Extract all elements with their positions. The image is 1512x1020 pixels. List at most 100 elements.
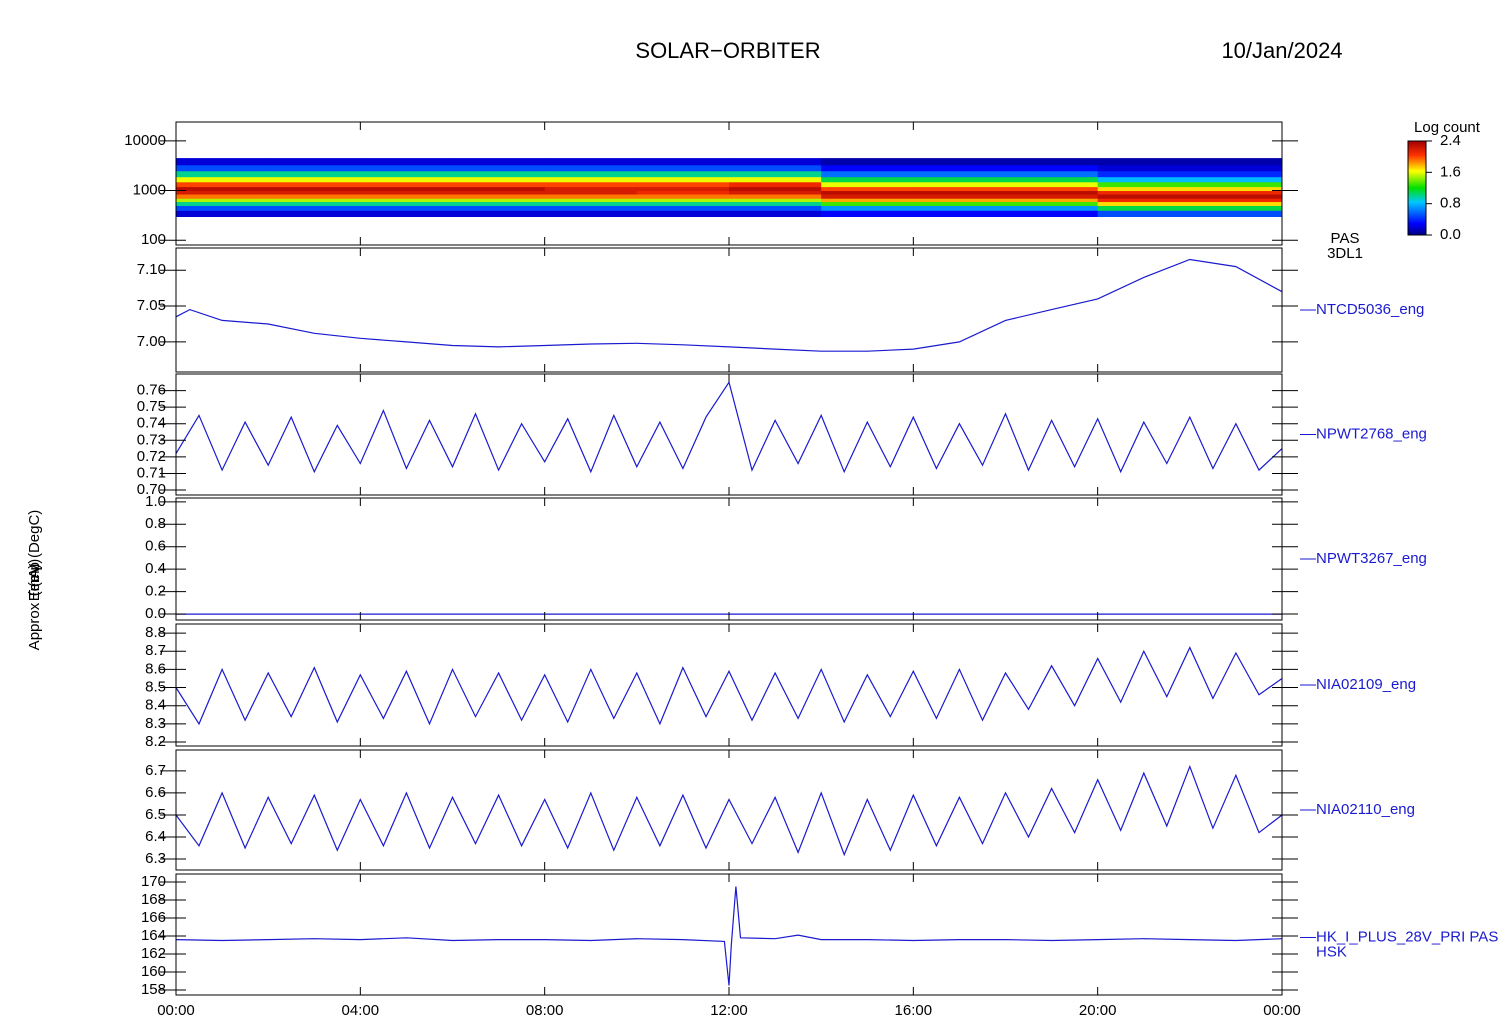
heatmap-cell xyxy=(360,205,453,211)
heatmap-cell xyxy=(360,181,453,188)
heatmap-cell xyxy=(1097,198,1191,203)
heatmap-cell xyxy=(360,158,453,166)
data-line xyxy=(175,380,1283,474)
heatmap-cell xyxy=(636,170,730,178)
heatmap-cell xyxy=(176,181,269,188)
heatmap-cell xyxy=(1097,186,1191,192)
heatmap-cell xyxy=(1005,164,1099,172)
y-tick-label: 0.75 xyxy=(137,398,166,415)
heatmap-cell xyxy=(729,210,822,217)
heatmap-cell xyxy=(1005,190,1099,195)
y-tick-label: 7.00 xyxy=(137,333,166,350)
heatmap-cell xyxy=(176,205,269,211)
heatmap-cell xyxy=(1005,201,1099,206)
heatmap-cell xyxy=(176,198,269,203)
heatmap-cell xyxy=(268,158,361,166)
heatmap-cell xyxy=(636,158,730,166)
heatmap-cell xyxy=(913,176,1006,183)
heatmap-cell xyxy=(913,210,1006,217)
heatmap-cell xyxy=(268,194,361,199)
y-tick-label: 0.76 xyxy=(137,382,166,399)
y-tick-label: 1.0 xyxy=(145,493,166,510)
heatmap-cell xyxy=(268,190,361,195)
x-tick-label: 00:00 xyxy=(1263,1002,1301,1019)
heatmap-cell xyxy=(544,201,638,206)
heatmap-cell xyxy=(1189,201,1283,206)
heatmap-cell xyxy=(821,210,914,217)
heatmap-cell xyxy=(176,164,269,172)
heatmap-cell xyxy=(913,158,1006,166)
heatmap-cell xyxy=(1005,198,1099,203)
heatmap-cell xyxy=(1189,176,1283,183)
y-tick-label: 0.72 xyxy=(137,448,166,465)
heatmap-cell xyxy=(913,186,1006,192)
heatmap-cell xyxy=(360,210,453,217)
data-line xyxy=(175,886,1283,986)
panel-label: NPWT3267_eng xyxy=(1316,550,1427,567)
panel-frame xyxy=(175,373,1283,496)
heatmap-cell xyxy=(1189,181,1283,188)
heatmap-cell xyxy=(268,164,361,172)
y-tick-label: 0.4 xyxy=(145,560,166,577)
heatmap-cell xyxy=(176,186,269,192)
heatmap-cell xyxy=(268,176,361,183)
heatmap-cell xyxy=(1189,210,1283,217)
colorbar-tick-label: 2.4 xyxy=(1440,132,1461,149)
heatmap-cell xyxy=(913,181,1006,188)
heatmap-cell xyxy=(544,176,638,183)
heatmap-cell xyxy=(1189,190,1283,195)
heatmap-cell xyxy=(176,158,269,166)
heatmap-cell xyxy=(544,194,638,199)
heatmap-cell xyxy=(176,170,269,178)
y-tick-label: 160 xyxy=(141,963,166,980)
heatmap-cell xyxy=(821,201,914,206)
heatmap-cell xyxy=(821,164,914,172)
y-tick-label: 7.10 xyxy=(137,261,166,278)
panel-label: NIA02109_eng xyxy=(1316,676,1416,693)
y-tick-label: 158 xyxy=(141,981,166,998)
heatmap-cell xyxy=(1097,170,1191,178)
heatmap-cell xyxy=(821,186,914,192)
heatmap-cell xyxy=(544,190,638,195)
heatmap-cell xyxy=(913,170,1006,178)
heatmap-cell xyxy=(1005,170,1099,178)
heatmap-cell xyxy=(452,210,546,217)
heatmap-cell xyxy=(544,164,638,172)
heatmap-cell xyxy=(729,158,822,166)
heatmap-cell xyxy=(452,158,546,166)
heatmap-cell xyxy=(1189,170,1283,178)
heatmap-cell xyxy=(452,164,546,172)
heatmap-cell xyxy=(1097,201,1191,206)
heatmap-cell xyxy=(821,170,914,178)
colorbar xyxy=(1407,140,1427,236)
heatmap-cell xyxy=(544,210,638,217)
panel-label: 3DL1 xyxy=(1327,245,1363,262)
heatmap-cell xyxy=(544,198,638,203)
panel-label: PAS xyxy=(1331,230,1360,247)
heatmap-cell xyxy=(636,210,730,217)
heatmap-cell xyxy=(729,201,822,206)
x-tick-label: 00:00 xyxy=(157,1002,195,1019)
y-tick-label: 8.3 xyxy=(145,715,166,732)
heatmap-cell xyxy=(1189,158,1283,166)
title: SOLAR−ORBITER xyxy=(635,38,820,63)
y-tick-label: 1000 xyxy=(133,182,166,199)
colorbar-tick-label: 0.8 xyxy=(1440,195,1461,212)
y-tick-label: 170 xyxy=(141,873,166,890)
heatmap-cell xyxy=(913,205,1006,211)
heatmap-cell xyxy=(1189,194,1283,199)
y-tick-label: 8.4 xyxy=(145,697,166,714)
heatmap-cell xyxy=(360,164,453,172)
heatmap-cell xyxy=(268,181,361,188)
heatmap-cell xyxy=(821,181,914,188)
y-tick-label: 0.8 xyxy=(145,515,166,532)
x-tick-label: 04:00 xyxy=(342,1002,380,1019)
y-axis-label: (mA) xyxy=(26,564,43,597)
heatmap-cell xyxy=(544,186,638,192)
heatmap-cell xyxy=(913,194,1006,199)
heatmap-cell xyxy=(729,176,822,183)
heatmap-cell xyxy=(452,186,546,192)
heatmap-cell xyxy=(360,190,453,195)
heatmap-cell xyxy=(729,181,822,188)
